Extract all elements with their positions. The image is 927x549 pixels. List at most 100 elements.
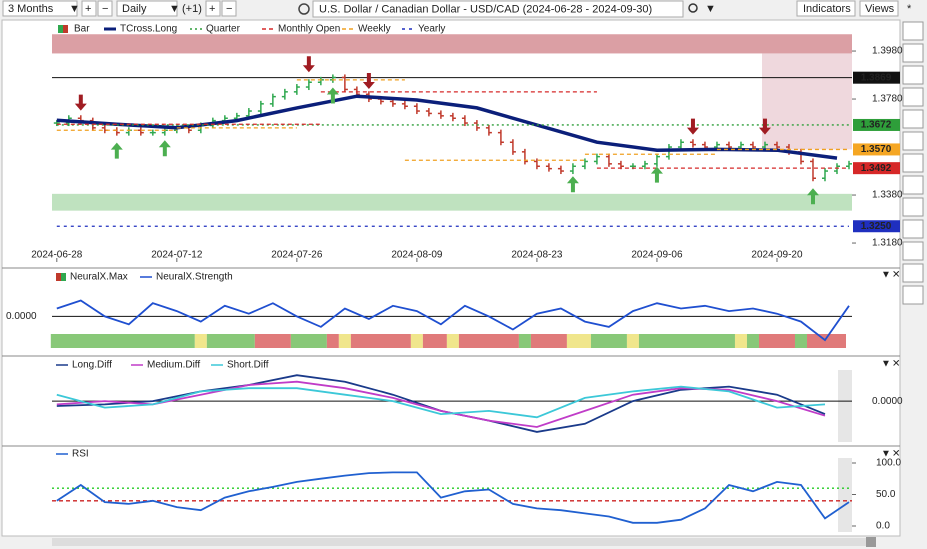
max-state [254,334,291,348]
price-bar [545,163,552,172]
pin[interactable]: * [907,3,912,15]
price-bar [425,108,432,117]
price-bar [137,127,144,136]
scrollbar[interactable] [52,538,866,546]
panel-menu[interactable]: ▼ [881,270,891,281]
legend-label: Long.Diff [72,360,112,371]
max-state [350,334,411,348]
tool-note[interactable] [902,175,924,195]
views-label: Views [865,3,895,15]
max-state [326,334,339,348]
axis-shade [838,370,852,442]
tool-wave[interactable] [902,197,924,217]
sell-arrow [362,73,375,90]
views-button[interactable] [859,0,899,17]
tool-cross[interactable] [902,131,924,151]
plus-icon: + [209,3,215,15]
price-bar [449,112,456,122]
price-bar [593,153,600,165]
level-label: 1.3492 [861,163,892,174]
legend-label: Medium.Diff [147,360,200,371]
panel-close[interactable]: ✕ [892,449,900,460]
price-bar [533,158,540,170]
price-bar [497,129,504,146]
x-tick-label: 2024-09-20 [751,250,803,261]
legend-swatch [56,273,61,281]
legend-label: RSI [72,449,89,460]
price-bar [461,115,468,127]
max-state [626,334,639,348]
toolbar: 3 Months ▼ + − Daily ▼ (+1) + − U.S. Dol… [2,0,912,18]
tool-fib[interactable] [902,109,924,129]
panel-menu[interactable]: ▼ [881,449,891,460]
legend-label: NeuralX.Max [70,272,128,283]
chart-title: U.S. Dollar / Canadian Dollar - USD/CAD … [319,3,652,15]
offset-minus[interactable] [221,0,237,17]
tool-rect[interactable] [902,241,924,261]
panel-close[interactable]: ✕ [892,359,900,370]
price-bar [653,153,660,167]
price-bar [281,88,288,100]
tool-channel[interactable] [902,153,924,173]
max-state [590,334,627,348]
sell-arrow [758,118,771,135]
scroll-thumb[interactable] [866,537,876,547]
sell-arrow [302,56,315,73]
x-tick-label: 2024-06-28 [31,250,83,261]
tool-line[interactable] [902,21,924,41]
max-state [338,334,351,348]
level-tag [853,118,900,131]
interval-select[interactable] [116,0,178,17]
symbol-box[interactable] [312,0,684,18]
level-tag [853,220,900,233]
legend-label: Weekly [358,24,391,35]
zone [52,34,852,54]
zoom-out[interactable] [97,0,113,17]
buy-arrow [566,176,579,193]
tool-extend[interactable] [902,65,924,85]
max-state [50,334,195,348]
legend-label: Monthly Open [278,24,340,35]
panel-close[interactable]: ✕ [892,270,900,281]
tool-delete[interactable] [902,285,924,305]
indicators-button[interactable] [796,0,856,17]
price-bar [437,110,444,119]
tool-pen[interactable] [902,87,924,107]
price-bar [485,124,492,136]
price-bar [665,144,672,160]
legend-swatch [63,25,68,33]
level-label: 1.3250 [861,221,892,232]
y-tick-label: 1.3980 [872,46,903,57]
panel-menu[interactable]: ▼ [881,359,891,370]
sell-arrow [74,94,87,111]
dropdown-icon: ▼ [705,3,716,15]
legend-swatch [61,273,66,281]
legend-label: NeuralX.Strength [156,272,233,283]
max-state [410,334,423,348]
dropdown-icon: ▼ [169,3,180,15]
max-state [638,334,735,348]
series-line [56,385,826,419]
price-bar [149,129,156,136]
x-tick-label: 2024-07-26 [271,250,323,261]
max-state [530,334,567,348]
interval: Daily [122,3,147,15]
price-bar [413,103,420,115]
sidebar [902,21,924,305]
period: 3 Months [8,3,54,15]
period-select[interactable] [2,0,78,17]
search-button[interactable] [688,3,698,13]
tool-ray[interactable] [902,43,924,63]
max-state [206,334,255,348]
price-bar [569,163,576,175]
dropdown-icon: ▼ [69,3,80,15]
zoom-in[interactable] [81,0,97,17]
tool-text[interactable] [902,219,924,239]
tool-circle[interactable] [902,263,924,283]
offset-plus[interactable] [205,0,221,17]
refresh-button[interactable] [298,3,310,15]
max-state [422,334,447,348]
price-bar [641,160,648,170]
